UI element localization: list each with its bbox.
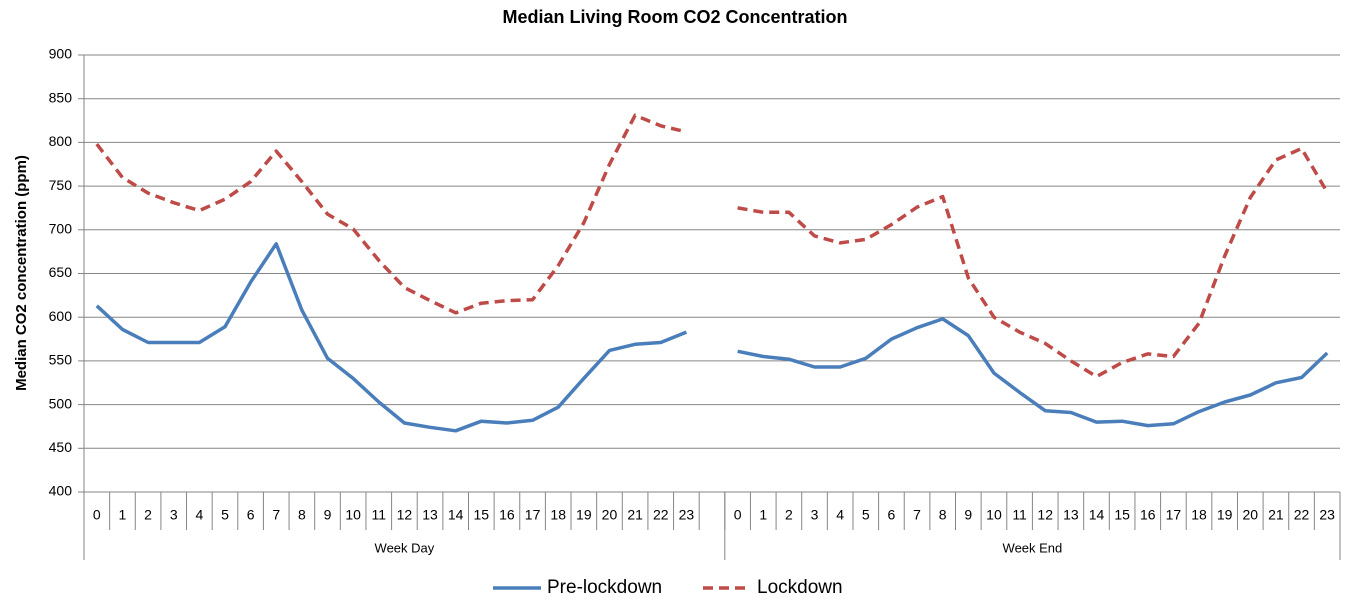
x-tick-label: 15 xyxy=(474,507,490,523)
y-tick-label: 550 xyxy=(49,352,73,368)
x-tick-label: 16 xyxy=(1140,507,1156,523)
x-tick-label: 17 xyxy=(525,507,541,523)
x-tick-label: 13 xyxy=(422,507,438,523)
x-tick-label: 2 xyxy=(785,507,793,523)
x-tick-label: 15 xyxy=(1114,507,1130,523)
x-tick-label: 22 xyxy=(653,507,669,523)
group-label: Week End xyxy=(1003,540,1063,555)
x-tick-label: 5 xyxy=(862,507,870,523)
x-tick-label: 8 xyxy=(939,507,947,523)
y-tick-label: 750 xyxy=(49,177,73,193)
x-tick-label: 10 xyxy=(345,507,361,523)
y-tick-label: 650 xyxy=(49,264,73,280)
x-tick-label: 13 xyxy=(1063,507,1079,523)
x-tick-label: 6 xyxy=(888,507,896,523)
series-line xyxy=(95,242,1329,433)
x-tick-label: 5 xyxy=(221,507,229,523)
y-tick-label: 700 xyxy=(49,221,73,237)
y-axis-label: Median CO2 concentration (ppm) xyxy=(13,155,30,391)
x-tick-label: 23 xyxy=(679,507,695,523)
x-tick-label: 23 xyxy=(1319,507,1335,523)
x-tick-label: 10 xyxy=(986,507,1002,523)
x-tick-label: 9 xyxy=(324,507,332,523)
y-tick-label: 850 xyxy=(49,89,73,105)
y-tick-label: 500 xyxy=(49,395,73,411)
x-tick-label: 19 xyxy=(576,507,592,523)
x-tick-label: 21 xyxy=(1268,507,1284,523)
x-tick-label: 1 xyxy=(119,507,127,523)
y-tick-label: 400 xyxy=(49,483,73,499)
x-tick-label: 3 xyxy=(170,507,178,523)
x-tick-label: 18 xyxy=(1191,507,1207,523)
x-tick-label: 7 xyxy=(272,507,280,523)
x-tick-label: 0 xyxy=(734,507,742,523)
x-tick-label: 9 xyxy=(964,507,972,523)
x-tick-label: 14 xyxy=(1089,507,1105,523)
x-tick-label: 21 xyxy=(627,507,643,523)
x-tick-label: 7 xyxy=(913,507,921,523)
chart-title: Median Living Room CO2 Concentration xyxy=(502,7,847,27)
x-tick-label: 18 xyxy=(550,507,566,523)
x-tick-label: 16 xyxy=(499,507,515,523)
y-tick-label: 450 xyxy=(49,439,73,455)
x-tick-label: 12 xyxy=(1037,507,1053,523)
x-tick-label: 17 xyxy=(1166,507,1182,523)
x-tick-label: 20 xyxy=(602,507,618,523)
x-tick-label: 6 xyxy=(247,507,255,523)
y-tick-label: 900 xyxy=(49,46,73,62)
x-tick-label: 11 xyxy=(372,507,387,523)
x-tick-label: 0 xyxy=(93,507,101,523)
x-tick-label: 1 xyxy=(759,507,767,523)
x-tick-label: 4 xyxy=(836,507,844,523)
x-tick-label: 3 xyxy=(811,507,819,523)
legend-label: Pre-lockdown xyxy=(547,577,662,598)
x-tick-label: 20 xyxy=(1242,507,1258,523)
legend-label: Lockdown xyxy=(757,577,843,598)
y-tick-label: 600 xyxy=(49,308,73,324)
x-tick-label: 22 xyxy=(1294,507,1310,523)
group-label: Week Day xyxy=(375,540,435,555)
x-tick-label: 11 xyxy=(1012,507,1027,523)
x-tick-label: 12 xyxy=(397,507,413,523)
series-line xyxy=(95,113,1329,379)
x-tick-label: 4 xyxy=(195,507,203,523)
y-tick-label: 800 xyxy=(49,133,73,149)
x-tick-label: 19 xyxy=(1217,507,1233,523)
x-tick-label: 14 xyxy=(448,507,464,523)
x-tick-label: 2 xyxy=(144,507,152,523)
x-tick-label: 8 xyxy=(298,507,306,523)
